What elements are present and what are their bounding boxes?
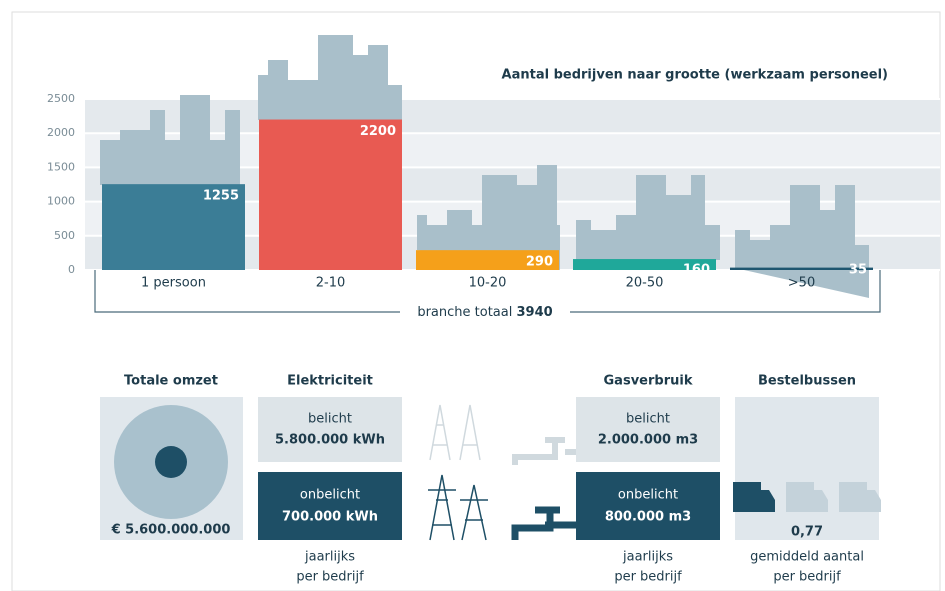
elek-title: Elektriciteit bbox=[287, 374, 373, 389]
elek-onbelicht-value: 700.000 kWh bbox=[282, 510, 378, 525]
omzet-title: Totale omzet bbox=[124, 374, 218, 389]
bus-value: 0,77 bbox=[791, 525, 823, 540]
gas-title: Gasverbruik bbox=[604, 374, 693, 389]
bar bbox=[259, 119, 402, 271]
y-tick-label: 0 bbox=[68, 263, 75, 276]
y-tick-label: 1500 bbox=[47, 160, 75, 173]
frame bbox=[11, 11, 941, 591]
total-text: branche totaal bbox=[417, 305, 512, 320]
vans bbox=[733, 482, 881, 512]
bar bbox=[416, 250, 559, 270]
bars: 1 persoon 1255 2-10 2200 10-20 290 20-50 160 >50… bbox=[102, 119, 873, 291]
gas-onbelicht-box bbox=[576, 472, 720, 540]
bus-note: per bedrijf bbox=[773, 570, 841, 585]
value-label: 290 bbox=[526, 255, 553, 270]
gas-belicht-value: 2.000.000 m3 bbox=[598, 433, 698, 448]
total-bracket bbox=[94, 270, 881, 313]
elek-onbelicht-box bbox=[258, 472, 402, 540]
x-tick-label: 2-10 bbox=[316, 276, 346, 291]
x-tick-label: 20-50 bbox=[626, 276, 664, 291]
value-label: 1255 bbox=[203, 189, 239, 204]
bar bbox=[102, 184, 245, 270]
y-tick-label: 2000 bbox=[47, 126, 75, 139]
gas-note: per bedrijf bbox=[614, 570, 682, 585]
elek-note: per bedrijf bbox=[296, 570, 364, 585]
gas-onbelicht-label: onbelicht bbox=[618, 488, 678, 503]
grid-band bbox=[85, 99, 940, 134]
x-tick-label: 1 persoon bbox=[141, 276, 206, 291]
elek-belicht-label: belicht bbox=[308, 412, 352, 427]
elek-note: jaarlijks bbox=[304, 550, 355, 565]
elek-belicht-value: 5.800.000 kWh bbox=[275, 433, 385, 448]
gas-onbelicht-value: 800.000 m3 bbox=[605, 510, 691, 525]
total-value: 3940 bbox=[516, 305, 552, 320]
pylons bbox=[428, 404, 577, 541]
bus-box bbox=[735, 397, 879, 540]
value-label: 35 bbox=[849, 263, 867, 278]
total-label: branche totaal 3940 bbox=[417, 305, 552, 320]
elek-onbelicht-label: onbelicht bbox=[300, 488, 360, 503]
omzet-dot bbox=[155, 446, 187, 478]
y-tick-label: 2500 bbox=[47, 92, 75, 105]
y-tick-label: 1000 bbox=[47, 195, 75, 208]
x-tick-label: 10-20 bbox=[469, 276, 507, 291]
x-tick-label: >50 bbox=[788, 276, 815, 291]
bar bbox=[573, 259, 716, 270]
bar bbox=[730, 267, 873, 270]
gas-belicht-box bbox=[576, 397, 720, 462]
y-tick-label: 500 bbox=[54, 229, 75, 242]
gas-note: jaarlijks bbox=[622, 550, 673, 565]
bus-note: gemiddeld aantal bbox=[750, 550, 864, 565]
gas-belicht-label: belicht bbox=[626, 412, 670, 427]
omzet-value: € 5.600.000.000 bbox=[111, 523, 231, 538]
chart-title: Aantal bedrijven naar grootte (werkzaam … bbox=[502, 68, 888, 83]
elek-belicht-box bbox=[258, 397, 402, 462]
value-label: 160 bbox=[683, 263, 710, 278]
value-label: 2200 bbox=[360, 124, 396, 139]
bus-title: Bestelbussen bbox=[758, 374, 856, 389]
